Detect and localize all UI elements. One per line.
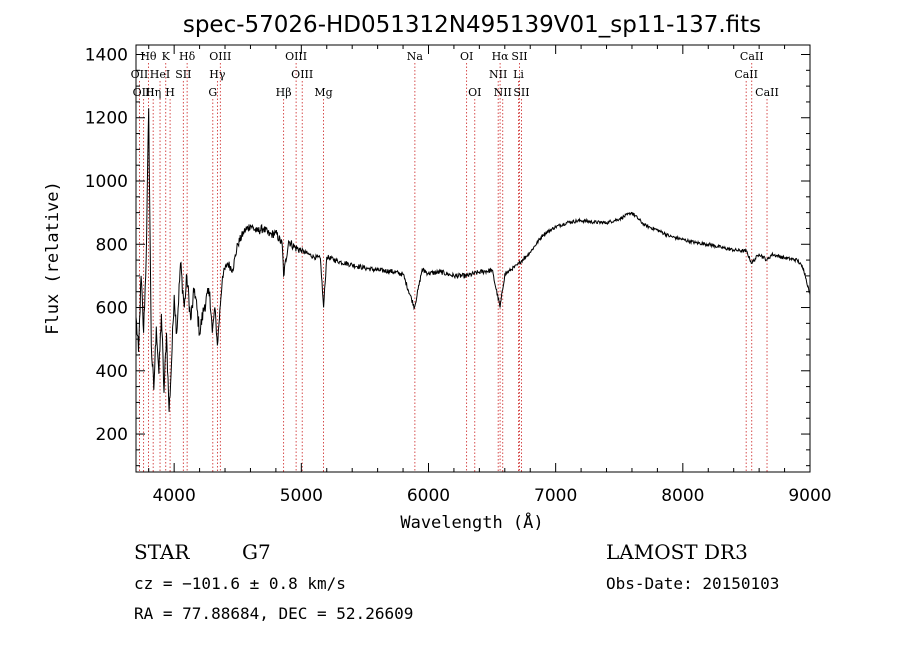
spectral-line-label-8: SII <box>511 50 527 63</box>
redshift-text: cz = −101.6 ± 0.8 km/s <box>134 574 346 593</box>
spectral-line-label-19: Hη <box>145 86 161 99</box>
x-tick-label-6000: 6000 <box>407 486 450 506</box>
plot-area <box>136 108 810 412</box>
spectral-line-label-2: Hδ <box>179 50 196 63</box>
spectral-line-label-26: SII <box>513 86 529 99</box>
spectral-line-label-14: OIII <box>291 68 313 81</box>
spectral-line-label-3: OIII <box>209 50 231 63</box>
chart-title: spec-57026-HD051312N495139V01_sp11-137.f… <box>183 12 761 38</box>
spectral-line-label-11: HeI <box>150 68 170 81</box>
spectral-line-label-23: Mg <box>314 86 332 99</box>
x-axis-label: Wavelength (Å) <box>400 511 543 533</box>
spectral-line-label-12: SII <box>175 68 191 81</box>
spectral-line-label-13: Hγ <box>209 68 226 81</box>
x-tick-label-8000: 8000 <box>661 486 704 506</box>
object-class: STAR <box>134 540 190 564</box>
coordinates-text: RA = 77.88684, DEC = 52.26609 <box>134 604 413 623</box>
y-tick-label-1200: 1200 <box>85 109 128 129</box>
y-tick-label-600: 600 <box>96 299 128 319</box>
y-tick-label-1000: 1000 <box>85 172 128 192</box>
object-subclass: G7 <box>242 540 271 564</box>
spectral-line-label-9: CaII <box>740 50 764 63</box>
spectral-line-label-20: H <box>165 86 175 99</box>
plot-frame <box>135 44 811 473</box>
spectral-line-label-25: NII <box>494 86 512 99</box>
x-tick-label-4000: 4000 <box>153 486 196 506</box>
spectral-line-label-0: Hθ <box>140 50 157 63</box>
spectral-line-label-22: Hβ <box>276 86 292 99</box>
spectral-line-label-4: OIII <box>285 50 307 63</box>
axes: 4000 5000 6000 7000 8000 9000 200 400 600 800 1000… <box>85 45 832 506</box>
spectral-line-label-18: OIII <box>133 86 155 99</box>
survey-name: LAMOST DR3 <box>606 540 748 564</box>
y-axis-label: Flux (relative) <box>43 181 63 335</box>
spectral-line-label-16: Li <box>513 68 524 81</box>
y-tick-label-400: 400 <box>96 362 128 382</box>
x-tick-label-7000: 7000 <box>534 486 577 506</box>
y-tick-label-1400: 1400 <box>85 45 128 65</box>
spectral-line-label-7: Hα <box>492 50 510 63</box>
spectral-line-label-24: OI <box>468 86 481 99</box>
spectral-line-label-6: OI <box>460 50 473 63</box>
spectral-line-label-10: OII <box>131 68 149 81</box>
spectral-line-label-21: G <box>208 86 217 99</box>
spectrum-series-line <box>136 108 810 412</box>
spectral-line-label-17: CaII <box>734 68 758 81</box>
x-tick-label-9000: 9000 <box>788 486 831 506</box>
spectral-line-label-1: K <box>162 50 171 63</box>
spectral-line-label-27: CaII <box>755 86 779 99</box>
y-tick-label-800: 800 <box>96 235 128 255</box>
y-tick-label-200: 200 <box>96 425 128 445</box>
obs-date: Obs-Date: 20150103 <box>606 574 779 593</box>
spectral-line-label-5: Na <box>407 50 424 63</box>
x-tick-label-5000: 5000 <box>280 486 323 506</box>
spectral-line-label-15: NII <box>489 68 507 81</box>
